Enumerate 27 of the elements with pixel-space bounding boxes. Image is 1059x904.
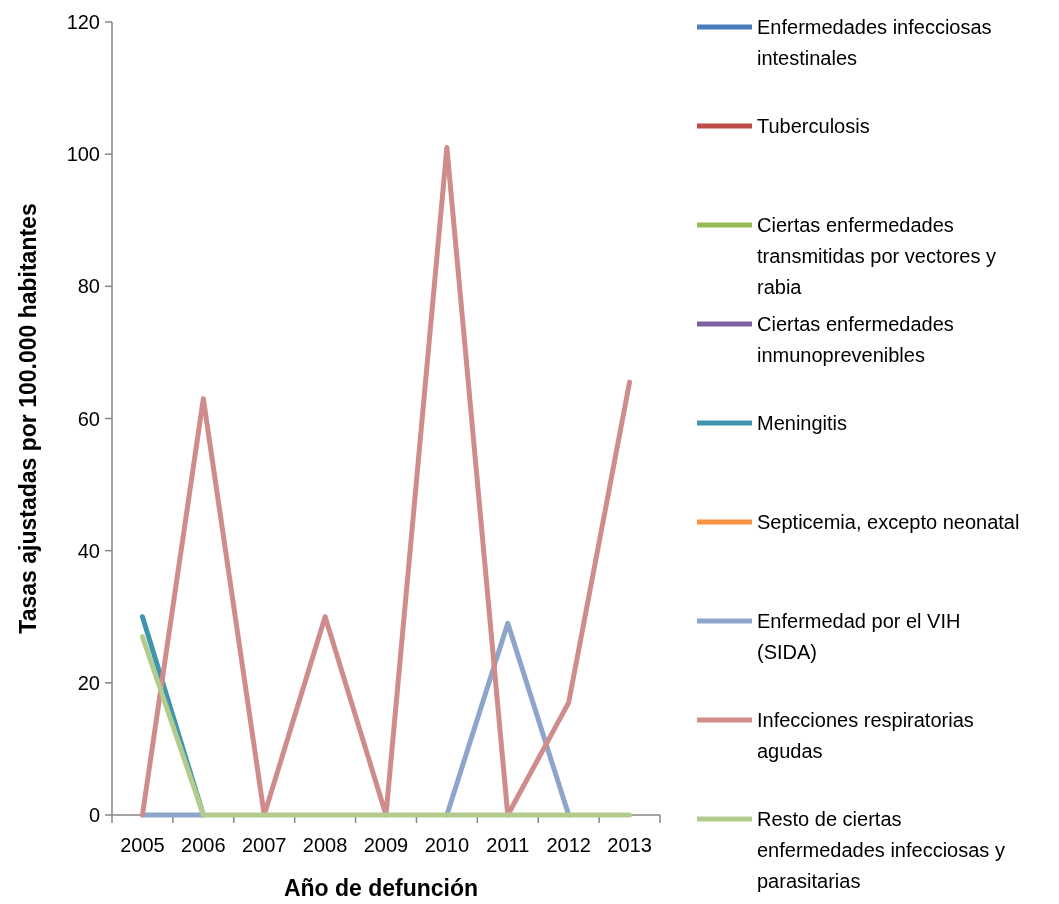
legend-label: Resto de ciertas enfermedades infecciosas y parasitarias <box>757 808 1005 892</box>
x-tick-label: 2007 <box>241 834 287 856</box>
legend-label: Enfermedades infecciosas intestinales <box>757 16 992 69</box>
y-tick-label: 60 <box>77 407 100 430</box>
x-tick-label: 2010 <box>424 834 470 856</box>
legend-label: Meningitis <box>757 412 848 434</box>
y-tick-label: 120 <box>66 11 100 33</box>
legend-label: Ciertas enfermedades inmunoprevenibles <box>757 313 954 366</box>
legend-label: Enfermedad por el VIH (SIDA) <box>757 610 961 663</box>
legend-label: Infecciones respiratorias agudas <box>757 709 974 762</box>
y-tick-label: 80 <box>77 275 100 298</box>
x-tick-label: 2011 <box>486 834 530 856</box>
x-tick-label: 2009 <box>363 834 409 856</box>
legend-label: Septicemia, excepto neonatal <box>757 511 1020 533</box>
x-tick-label: 2006 <box>181 834 226 856</box>
y-tick-label: 100 <box>66 143 100 166</box>
y-tick-label: 20 <box>77 671 100 694</box>
x-tick-label: 2005 <box>120 834 165 856</box>
y-axis-title: Tasas ajustadas por 100.000 habitantes <box>15 203 41 634</box>
x-tick-label: 2012 <box>546 834 591 856</box>
x-axis-title: Año de defunción <box>283 875 479 901</box>
y-tick-label: 40 <box>77 539 100 562</box>
x-tick-label: 2013 <box>607 834 652 856</box>
x-tick-label: 2008 <box>302 834 348 856</box>
legend-label: Tuberculosis <box>757 115 870 137</box>
y-tick-label: 0 <box>88 804 100 826</box>
legend-label: Ciertas enfermedades transmitidas por vectores y rabia <box>757 214 996 298</box>
